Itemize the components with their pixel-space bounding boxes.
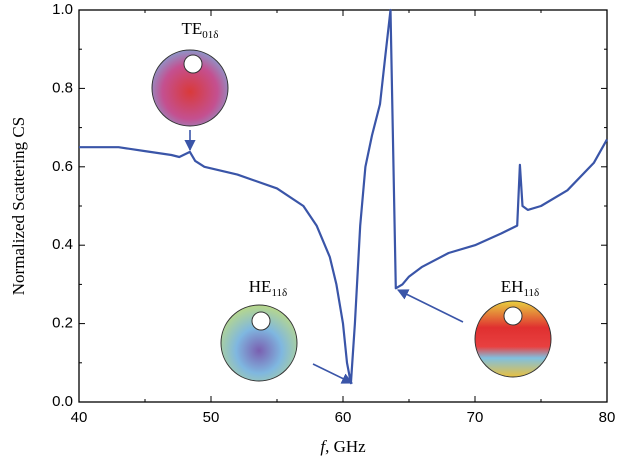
x-tick-label: 40 [71, 409, 88, 426]
mode-field-inset [220, 304, 298, 382]
x-label-rest: , GHz [325, 437, 366, 456]
mode-label-sub: 01δ [202, 29, 218, 41]
x-tick-label: 70 [467, 409, 484, 426]
mode-label-main: EH [501, 277, 524, 296]
hole [503, 306, 523, 326]
x-label-italic: f [320, 437, 327, 456]
mode-label-sub: 11δ [523, 287, 539, 299]
y-tick-label: 0.0 [52, 393, 73, 410]
y-tick-label: 0.6 [52, 158, 73, 175]
mode-label-sub: 11δ [271, 287, 287, 299]
x-tick-label: 60 [335, 409, 352, 426]
x-tick-label: 80 [599, 409, 616, 426]
y-tick-label: 0.8 [52, 79, 73, 96]
arrow [312, 363, 354, 384]
mode-label-main: HE [249, 277, 272, 296]
y-tick-label: 0.2 [52, 315, 73, 332]
y-axis-label: Normalized Scattering CS [9, 117, 28, 295]
mode-label: HE11δ [249, 277, 287, 299]
hole [183, 54, 203, 74]
y-tick-label: 1.0 [52, 1, 73, 18]
mode-label-main: TE [182, 19, 203, 38]
y-tick-label: 0.4 [52, 236, 73, 253]
x-tick-label: 50 [203, 409, 220, 426]
insets [151, 49, 552, 384]
mode-label: EH11δ [501, 277, 539, 299]
mode-field-inset [151, 49, 229, 127]
arrow [396, 289, 464, 323]
x-axis-label: f, GHz [320, 437, 366, 456]
mode-field-inset [474, 300, 552, 378]
hole [251, 311, 271, 331]
mode-label: TE01δ [182, 19, 219, 41]
data-line [79, 8, 608, 385]
